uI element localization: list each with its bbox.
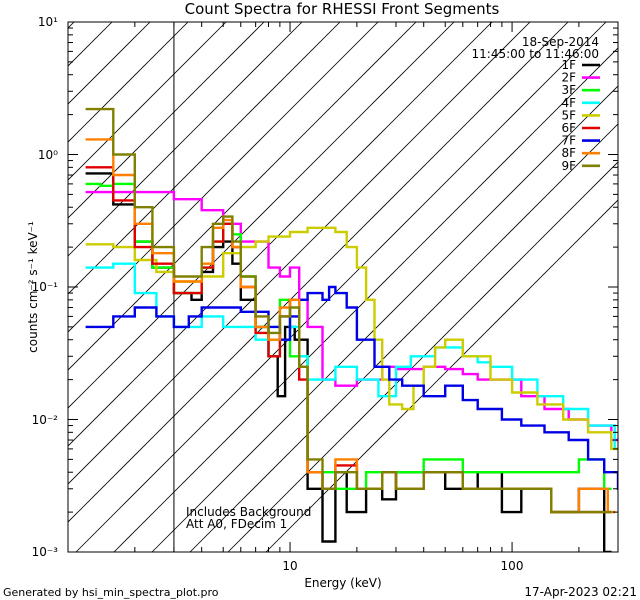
hatch-line <box>0 0 106 552</box>
axis-ticks <box>67 22 619 553</box>
hatch-line <box>68 22 569 523</box>
hatch-line <box>68 22 379 333</box>
hatch-line <box>151 85 618 552</box>
hatch-line <box>68 22 417 371</box>
series-layer <box>85 107 618 552</box>
legend-label-4f: 4F <box>561 96 576 110</box>
hatch-line <box>68 22 265 219</box>
legend-label-9f: 9F <box>561 159 576 173</box>
hatch-line <box>75 22 607 552</box>
legend-label-7f: 7F <box>561 134 576 148</box>
hatch-line <box>265 199 618 552</box>
note-attenuator: Att A0, FDecim 1 <box>186 517 287 531</box>
hatch-line <box>189 123 618 552</box>
series-line-4f <box>85 262 618 451</box>
hatch-line <box>68 22 227 181</box>
x-tick-label-100: 100 <box>501 559 524 573</box>
legend-label-3f: 3F <box>561 83 576 97</box>
hatched-region <box>0 0 618 552</box>
footer-generated-by: Generated by hsi_min_spectra_plot.pro <box>3 586 219 599</box>
hatch-line <box>68 22 189 143</box>
observation-date: 18-Sep-2014 <box>522 35 599 49</box>
y-tick-label-1e-1: 10⁻¹ <box>32 280 59 294</box>
hatch-line <box>68 22 493 447</box>
hatch-line <box>68 22 455 409</box>
footer-timestamp: 17-Apr-2023 02:21 <box>524 585 637 599</box>
y-tick-label-1e-2: 10⁻² <box>32 413 59 427</box>
hatch-line <box>227 161 618 552</box>
hatch-line <box>68 22 303 257</box>
series-line-9f <box>85 107 612 514</box>
x-tick-label-10: 10 <box>282 559 297 573</box>
note-background: Includes Background <box>186 505 311 519</box>
series-line-5f <box>85 226 618 451</box>
y-axis-label: counts cm⁻² s⁻¹ keV⁻¹ <box>26 221 40 353</box>
chart-title: Count Spectra for RHESSI Front Segments <box>185 0 500 18</box>
hatch-line <box>68 22 151 105</box>
hatch-line <box>68 22 113 67</box>
series-line-3f <box>85 182 612 490</box>
legend-label-8f: 8F <box>561 146 576 160</box>
hatch-line <box>68 22 531 485</box>
series-line-8f <box>85 138 616 514</box>
hatch-line <box>68 22 341 295</box>
legend-label-5f: 5F <box>561 108 576 122</box>
legend-label-6f: 6F <box>561 121 576 135</box>
hatch-line <box>113 47 618 552</box>
hatch-line <box>68 22 75 29</box>
y-tick-label-1e0: 10⁰ <box>38 148 58 162</box>
legend-label-1f: 1F <box>561 58 576 72</box>
legend-label-2f: 2F <box>561 71 576 85</box>
series-line-1f <box>85 172 612 552</box>
series-line-7f <box>85 285 618 490</box>
observation-time-range: 11:45:00 to 11:46:00 <box>472 47 599 61</box>
y-tick-label-1e-3: 10⁻³ <box>32 545 59 559</box>
y-tick-label-1e1: 10¹ <box>38 15 58 29</box>
x-axis-label: Energy (keV) <box>304 576 381 590</box>
